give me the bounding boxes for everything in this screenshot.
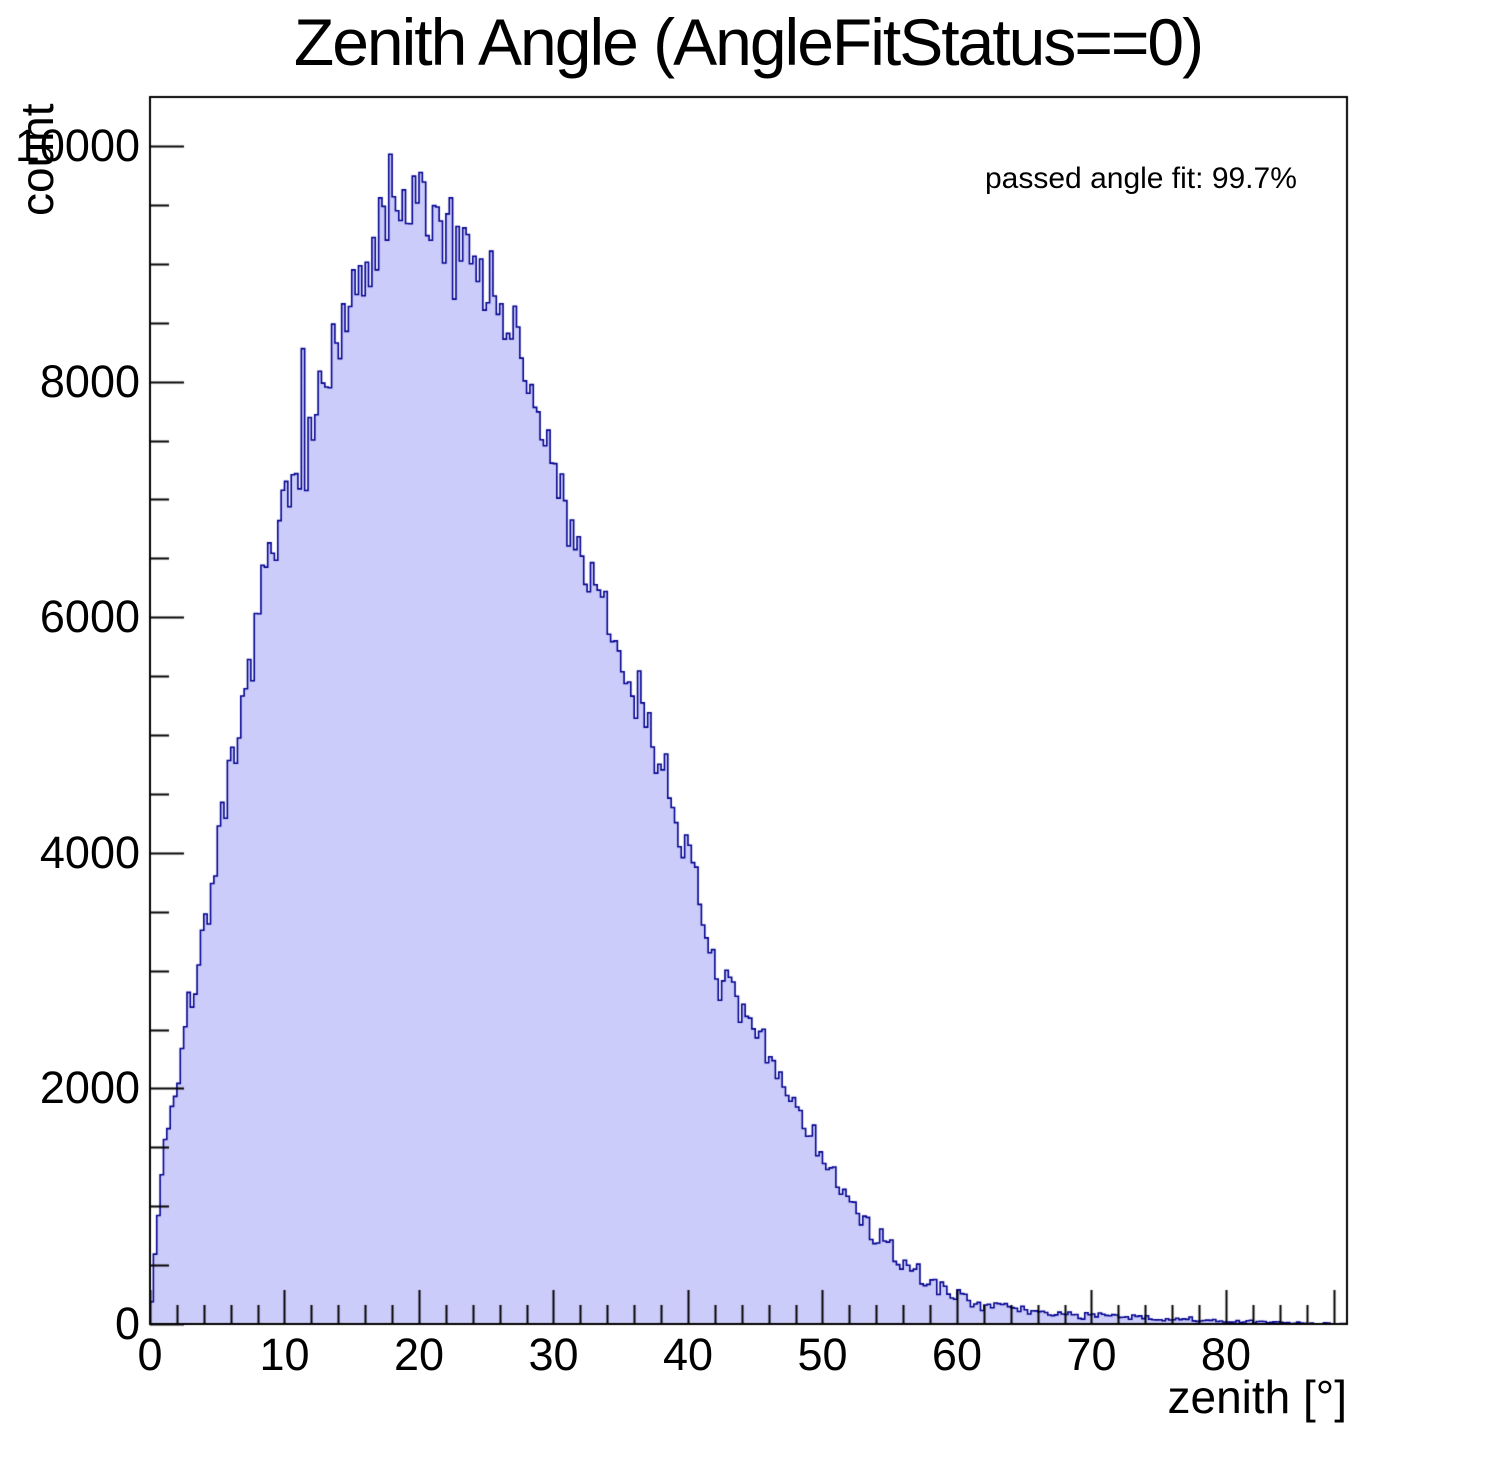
chart-title: Zenith Angle (AngleFitStatus==0) bbox=[293, 5, 1204, 79]
x-tick-label: 0 bbox=[137, 1329, 163, 1380]
x-tick-label: 70 bbox=[1066, 1329, 1117, 1380]
passed-angle-fit-annotation: passed angle fit: 99.7% bbox=[985, 162, 1297, 195]
x-tick-label: 50 bbox=[797, 1329, 848, 1380]
x-tick-label: 80 bbox=[1200, 1329, 1251, 1380]
y-tick-label: 0 bbox=[114, 1298, 140, 1349]
y-tick-label: 8000 bbox=[39, 355, 140, 407]
y-tick-label: 6000 bbox=[39, 591, 140, 643]
y-tick-label: 4000 bbox=[39, 826, 140, 878]
x-tick-label: 30 bbox=[528, 1329, 579, 1380]
y-tick-label: 2000 bbox=[39, 1062, 140, 1114]
x-tick-label: 40 bbox=[662, 1329, 713, 1380]
x-tick-label: 20 bbox=[393, 1329, 445, 1380]
y-tick-label: 10000 bbox=[14, 120, 140, 171]
x-axis-label: zenith [°] bbox=[1167, 1371, 1348, 1423]
x-tick-label: 10 bbox=[259, 1329, 310, 1380]
x-tick-label: 60 bbox=[931, 1329, 982, 1380]
